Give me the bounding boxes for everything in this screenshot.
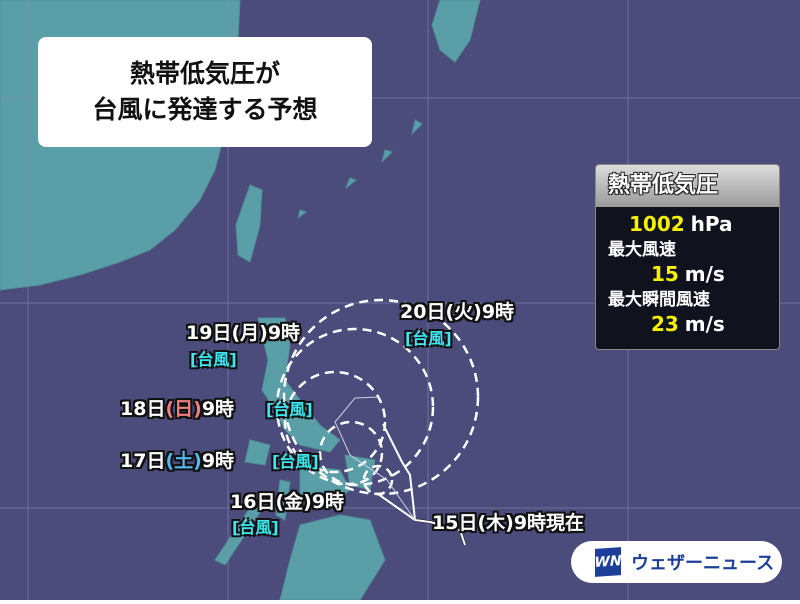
mindoro [244, 439, 271, 466]
max-gust-label: 最大瞬間風速 [608, 290, 710, 310]
status-16: [台風] [232, 518, 279, 537]
taiwan [235, 184, 263, 263]
mindanao [279, 514, 386, 601]
status-20: [台風] [405, 329, 452, 348]
max-wind-unit: m/s [684, 262, 725, 286]
max-wind-label: 最大風速 [608, 240, 676, 260]
max-gust-unit: m/s [684, 312, 725, 336]
status-17: [台風] [272, 452, 319, 471]
center-track [334, 396, 416, 521]
luzon [257, 317, 341, 453]
circle-18 [283, 370, 387, 474]
title-line1: 熱帯低気圧が [129, 59, 280, 88]
circle-17 [318, 420, 384, 486]
ryukyu [297, 119, 423, 220]
weathernews-logo: WN ウェザーニュース [571, 541, 782, 583]
title-line2: 台風に発達する予想 [92, 95, 318, 124]
japan-kyushu [431, 0, 481, 63]
label-17: 17日(土)9時 [120, 450, 235, 472]
envelope-right [382, 423, 416, 521]
label-20: 20日(火)9時 [400, 301, 515, 323]
storm-info-box: 熱帯低気圧 1002 hPa 最大風速 15 m/s 最大瞬間風速 23 m/s [595, 164, 780, 350]
logo-text: ウェザーニュース [631, 553, 775, 574]
forecast-circles [275, 298, 480, 496]
status-19: [台風] [190, 350, 237, 369]
track-lines [377, 423, 467, 546]
pressure-value: 1002 [629, 212, 685, 236]
envelope-left [377, 493, 416, 521]
status-18: [台風] [266, 400, 313, 419]
circle-19 [275, 327, 435, 487]
map-title: 熱帯低気圧が 台風に発達する予想 [38, 37, 372, 147]
wn-logo-mark: WN [594, 547, 622, 577]
pressure-unit: hPa [690, 212, 733, 236]
label-16: 16日(金)9時 [230, 491, 345, 513]
max-gust-value: 23 [651, 312, 679, 336]
visayas [275, 464, 351, 521]
info-header: 熱帯低気圧 [596, 165, 779, 207]
max-wind-value: 15 [651, 262, 679, 286]
label-19: 19日(月)9時 [186, 322, 301, 344]
label-15: 15日(木)9時現在 [432, 512, 585, 534]
label-18: 18日(日)9時 [120, 398, 235, 420]
